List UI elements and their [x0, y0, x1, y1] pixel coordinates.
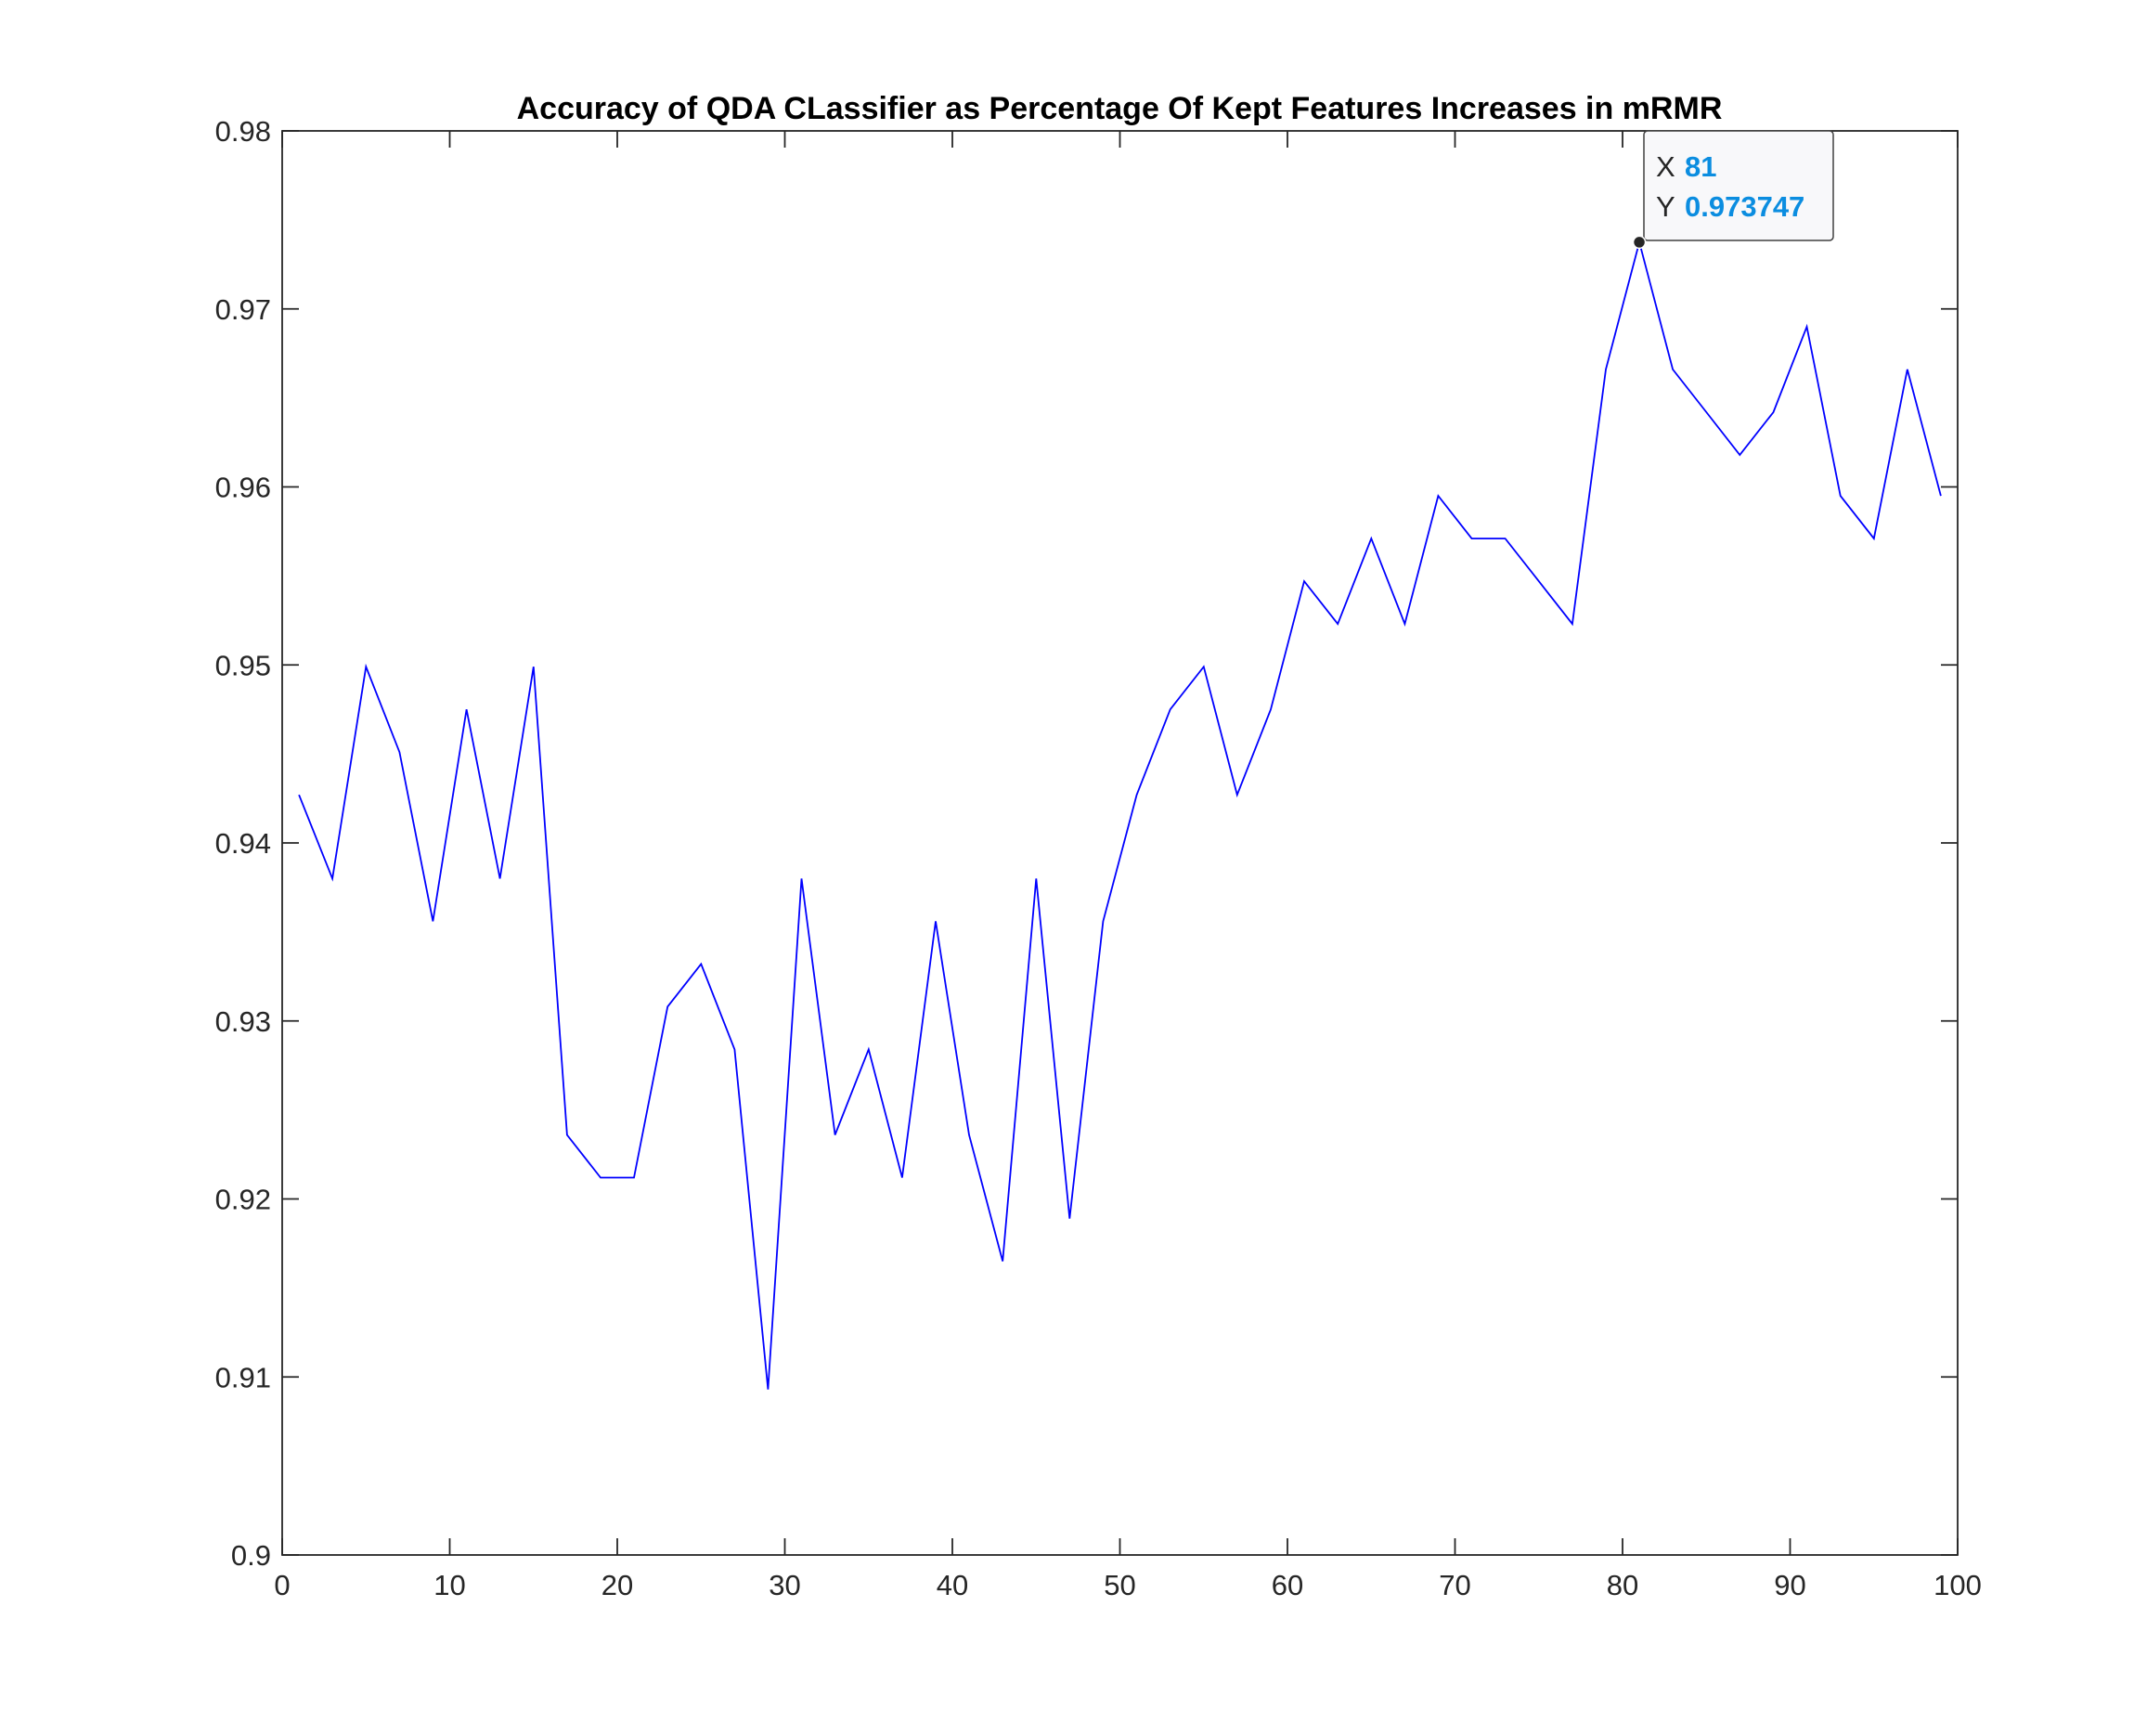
- series-line: [298, 239, 1942, 1390]
- x-tick-label: 90: [1774, 1569, 1805, 1601]
- y-tick-label: 0.94: [215, 827, 271, 860]
- x-tick-label: 50: [1104, 1569, 1135, 1601]
- x-tick-label: 40: [937, 1569, 968, 1601]
- data-tip-x-value: 81: [1685, 150, 1716, 183]
- x-tick-label: 20: [601, 1569, 633, 1601]
- data-tip-box: [1643, 130, 1834, 241]
- plot-lines: [298, 239, 1942, 1390]
- axes[interactable]: 0 10 20 30 40 50 60 70 80 90 100 0.90.910.920.930.…: [215, 115, 1982, 1601]
- chart-title: Accuracy of QDA CLassifier as Percentage…: [517, 91, 1723, 126]
- y-tick-label: 0.9: [231, 1539, 271, 1572]
- x-tick-label: 100: [1934, 1569, 1982, 1601]
- y-tick-label: 0.93: [215, 1005, 271, 1038]
- data-tip-y-value: 0.973747: [1685, 190, 1804, 223]
- y-axis-ticks: 0.9 0.91 0.92 0.93 0.94 0.95 0.96 0.97 0.98: [215, 115, 1958, 1572]
- x-tick-label: 30: [769, 1569, 800, 1601]
- x-tick-label: 0: [274, 1569, 290, 1601]
- data-tip-y-key: Y: [1656, 190, 1675, 223]
- axes-box: [281, 130, 1959, 1556]
- x-tick-label: 80: [1607, 1569, 1638, 1601]
- y-tick-label: 0.91: [215, 1361, 271, 1393]
- x-tick-label: 10: [433, 1569, 465, 1601]
- data-tip-marker[interactable]: [1632, 235, 1647, 250]
- y-tick-label: 0.98: [215, 115, 271, 148]
- y-tick-label: 0.95: [215, 649, 271, 681]
- data-tip-x-key: X: [1656, 150, 1675, 183]
- x-tick-label: 70: [1439, 1569, 1470, 1601]
- x-tick-label: 60: [1272, 1569, 1303, 1601]
- y-tick-label: 0.96: [215, 472, 271, 504]
- y-tick-label: 0.92: [215, 1184, 271, 1216]
- data-tip[interactable]: X 81 Y 0.973747: [1632, 130, 1834, 250]
- y-tick-label: 0.97: [215, 293, 271, 326]
- x-axis-ticks: 0 10 20 30 40 50 60 70 80 90 100: [274, 131, 1982, 1601]
